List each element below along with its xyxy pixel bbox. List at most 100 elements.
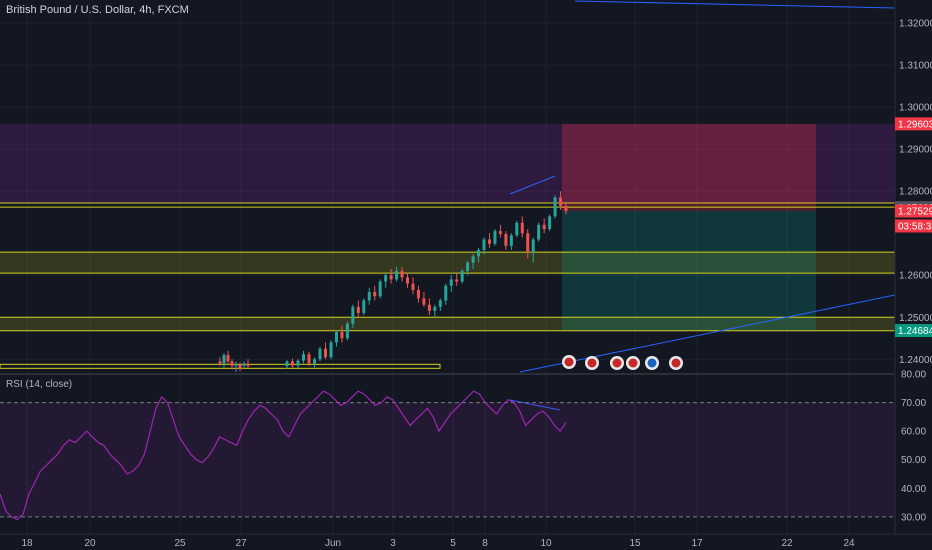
candle-body — [246, 363, 250, 367]
candle-body — [226, 355, 230, 362]
candle-body — [438, 300, 442, 307]
candle-body — [389, 275, 393, 280]
symbol-title[interactable]: British Pound / U.S. Dollar, 4h, FXCM — [6, 4, 189, 16]
time-tick-label: 10 — [540, 538, 552, 549]
candlestick-series — [218, 191, 568, 372]
candle-body — [553, 197, 557, 217]
rsi-tick-label: 50.00 — [901, 455, 926, 466]
trend-line-rsi-divergence[interactable] — [509, 399, 561, 411]
price-zones — [0, 123, 895, 331]
rsi-band-fill — [0, 402, 895, 517]
candle-body — [564, 205, 568, 211]
trend-lines[interactable] — [509, 0, 896, 411]
stop-loss-zone[interactable] — [562, 123, 816, 211]
price-tag-box — [895, 204, 932, 218]
event-flag-icon[interactable] — [585, 356, 599, 370]
price-tag-box — [895, 219, 932, 233]
candle-body — [487, 239, 491, 244]
candle-body — [537, 224, 541, 240]
event-flag-icon[interactable] — [645, 356, 659, 370]
candle-body — [504, 234, 508, 246]
rsi-pane — [0, 390, 895, 521]
candle-body — [482, 239, 486, 251]
candle-body — [444, 285, 448, 301]
time-tick-label: 24 — [843, 538, 855, 549]
rsi-tick-label: 60.00 — [901, 427, 926, 438]
price-tag-box — [895, 117, 932, 131]
price-tick-label: 1.25000 — [899, 313, 932, 324]
candle-body — [378, 281, 382, 297]
time-tick-label: 18 — [21, 538, 33, 549]
event-flag-icon[interactable] — [669, 356, 683, 370]
time-tick-label: 8 — [482, 538, 488, 549]
candle-body — [542, 224, 546, 230]
price-tick-label: 1.24000 — [899, 355, 932, 366]
candle-body — [384, 275, 388, 282]
candle-body — [400, 271, 404, 278]
time-axis[interactable]: 18 20 25 27 Jun 3 5 8 10 15 17 22 24 — [21, 538, 855, 549]
trend-line-highs[interactable] — [509, 175, 556, 195]
candle-body — [433, 306, 437, 311]
candle-body — [362, 300, 366, 314]
price-zone — [0, 252, 895, 274]
candle-body — [230, 361, 234, 366]
candle-body — [548, 216, 552, 230]
candle-body — [356, 306, 360, 314]
time-tick-label: 20 — [84, 538, 96, 549]
candle-body — [406, 277, 410, 284]
horizontal-levels[interactable] — [0, 202, 895, 369]
time-tick-label: 27 — [235, 538, 247, 549]
time-tick-label: 17 — [691, 538, 703, 549]
candle-body — [238, 364, 242, 369]
candle-body — [302, 354, 305, 361]
event-flag-icon[interactable] — [562, 355, 576, 369]
price-tick-label: 1.30000 — [899, 103, 932, 114]
event-flag-icon[interactable] — [626, 356, 640, 370]
economic-event-markers[interactable] — [562, 355, 683, 370]
rsi-tick-label: 70.00 — [901, 398, 926, 409]
candle-body — [498, 231, 502, 235]
price-axis[interactable]: 1.32000 1.31000 1.30000 1.29000 1.28000 1.260… — [899, 19, 932, 366]
time-tick-label: 25 — [174, 538, 186, 549]
time-axis-background — [0, 534, 932, 550]
candle-body — [329, 342, 333, 358]
price-zone — [0, 123, 895, 204]
take-profit-zone[interactable] — [562, 210, 816, 331]
price-tag-label: 03:58:33 — [898, 221, 932, 232]
event-flag-icon[interactable] — [610, 356, 624, 370]
candle-body — [493, 231, 497, 244]
candle-body — [345, 323, 349, 339]
time-tick-label: 15 — [629, 538, 641, 549]
trend-line-rising[interactable] — [519, 294, 896, 373]
candle-body — [395, 271, 399, 280]
price-tick-label: 1.28000 — [899, 187, 932, 198]
candle-body — [318, 348, 322, 360]
rsi-label[interactable]: RSI (14, close) — [6, 379, 72, 390]
candle-body — [427, 304, 431, 311]
candle-body — [559, 197, 563, 206]
candle-body — [340, 331, 344, 339]
candle-body — [234, 364, 238, 366]
candle-body — [477, 250, 481, 257]
candle-body — [334, 331, 338, 343]
candle-body — [422, 298, 426, 305]
rsi-axis[interactable]: 80.00 70.00 60.00 50.00 40.00 30.00 — [901, 370, 926, 524]
candle-body — [291, 361, 294, 366]
price-tag-label: 1.29603 — [898, 119, 932, 130]
rsi-line — [0, 390, 567, 521]
trend-line-top[interactable] — [574, 0, 896, 9]
candle-body — [471, 256, 475, 263]
candle-body — [324, 348, 327, 358]
time-tick-label: 22 — [781, 538, 793, 549]
short-position-tool[interactable] — [562, 123, 816, 331]
price-tick-label: 1.31000 — [899, 61, 932, 72]
candle-body — [460, 271, 464, 282]
candle-body — [351, 306, 355, 324]
price-tick-label: 1.32000 — [899, 19, 932, 30]
candle-body — [416, 289, 420, 299]
price-tick-label: 1.26000 — [899, 271, 932, 282]
candle-body — [373, 292, 377, 297]
time-tick-label: Jun — [325, 538, 341, 549]
